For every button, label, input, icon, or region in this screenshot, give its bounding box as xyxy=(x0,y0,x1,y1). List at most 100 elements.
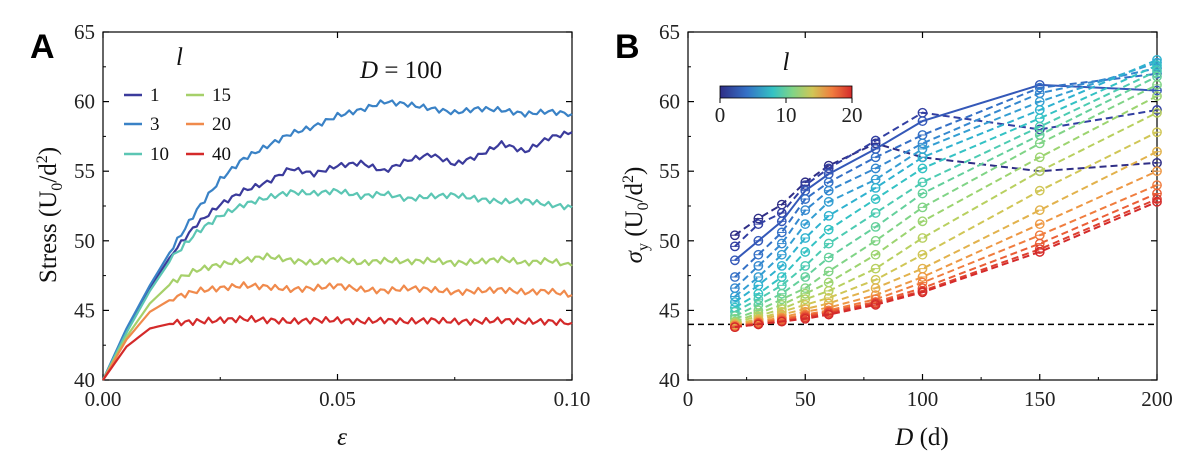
panel-b-x-tick-label: 50 xyxy=(795,387,816,411)
panel-b-marker-l-4 xyxy=(1034,82,1045,93)
panel-b-ylabel-mid: /d xyxy=(621,182,648,202)
panel-b-marker-l-20 xyxy=(1152,196,1162,207)
panel-b-y-tick-label: 65 xyxy=(659,20,680,44)
panel-b-marker-l-10 xyxy=(917,188,928,199)
panel-b-marker-l-5 xyxy=(776,238,787,249)
panel-b-marker-l-10 xyxy=(823,252,834,263)
panel-b-x-tick-label: 150 xyxy=(1024,387,1056,411)
panel-b-series-line-l-18 xyxy=(734,192,1158,329)
panel-b-letter: B xyxy=(615,28,640,66)
panel-a-annotation-value: = 100 xyxy=(378,57,442,84)
panel-b-marker-l-3 xyxy=(917,116,928,126)
panel-a-annotation-var: D xyxy=(359,57,378,84)
panel-b-marker-l-5 xyxy=(800,205,811,216)
panel-b-marker-l-10 xyxy=(776,288,787,299)
panel-b-marker-l-6 xyxy=(823,196,834,207)
panel-b-y-tick-label: 45 xyxy=(659,298,680,322)
panel-b-marker-l-9 xyxy=(823,238,834,249)
panel-b-marker-l-16 xyxy=(1034,219,1045,229)
panel-b-marker-l-1 xyxy=(753,213,764,224)
panel-b-marker-l-10 xyxy=(800,272,811,282)
panel-b-marker-l-12 xyxy=(1034,152,1045,163)
panel-a-ylabel-main: Stress (U xyxy=(35,191,62,283)
panel-b-marker-l-12 xyxy=(1152,91,1162,101)
panel-b-y-tick-label: 50 xyxy=(659,229,680,253)
panel-b-marker-l-20 xyxy=(753,319,764,330)
panel-b-marker-l-19 xyxy=(1152,194,1162,204)
panel-b-marker-l-7 xyxy=(917,152,928,163)
panel-b-marker-l-15 xyxy=(1034,205,1045,216)
panel-b-marker-l-4 xyxy=(776,227,787,238)
panel-b-series-line-l-4 xyxy=(734,72,1158,278)
legend-label-l-20: 20 xyxy=(212,114,231,135)
panel-b-marker-l-12 xyxy=(917,216,928,227)
panel-b-colorbar: l 0 10 20 xyxy=(715,49,863,127)
panel-b-marker-l-11 xyxy=(1152,79,1162,90)
panel-b-series-line-l-1 xyxy=(734,142,1158,237)
panel-b-marker-l-2 xyxy=(730,241,740,252)
legend-label-l-10: 10 xyxy=(150,144,169,165)
panel-b-marker-l-7 xyxy=(1152,54,1162,65)
panel-a-legend-title: l xyxy=(176,44,183,71)
panel-b-marker-l-11 xyxy=(870,235,881,246)
panel-b-xlabel-var: D xyxy=(894,424,913,451)
panel-a-series-line-l-15 xyxy=(102,252,573,381)
panel-b-marker-l-20 xyxy=(917,287,928,298)
panel-b-marker-l-8 xyxy=(870,194,881,204)
panel-b-marker-l-14 xyxy=(917,249,928,260)
panel-b-marker-l-1 xyxy=(870,138,881,149)
colorbar-ticks: 0 10 20 xyxy=(715,98,863,127)
panel-b-marker-l-14 xyxy=(823,292,834,303)
panel-a-letter: A xyxy=(30,28,55,66)
panel-b-series-line-l-9 xyxy=(734,70,1158,313)
panel-b-marker-l-8 xyxy=(917,163,928,174)
panel-b-marker-l-5 xyxy=(823,185,834,196)
panel-a-y-tick-label: 40 xyxy=(74,368,95,392)
panel-b-marker-l-10 xyxy=(870,221,881,232)
panel-b-marker-l-20 xyxy=(730,322,740,333)
panel-a-x-tick-label: 0.00 xyxy=(85,387,122,411)
panel-b-ylabel-rest: (U xyxy=(621,210,648,243)
colorbar-tick-label: 20 xyxy=(842,103,863,127)
panel-b-marker-l-20 xyxy=(1034,247,1045,257)
panel-b-marker-l-15 xyxy=(1152,146,1162,157)
panel-a-plot-frame xyxy=(102,31,573,381)
panel-b-marker-l-4 xyxy=(730,272,740,282)
panel-b-marker-l-20 xyxy=(800,313,811,324)
panel-b-marker-l-7 xyxy=(800,233,811,243)
panel-b-series-line-l-15 xyxy=(734,150,1158,326)
panel-b-ylabel-sub: y xyxy=(635,243,652,251)
panel-b-marker-l-4 xyxy=(870,152,881,163)
panel-b-y-tick-label: 60 xyxy=(659,90,680,114)
panel-b-marker-l-13 xyxy=(1034,166,1045,177)
panel-b-series-line-l-7 xyxy=(734,58,1158,303)
panel-b-series-lines xyxy=(688,54,1162,333)
panel-b-marker-l-13 xyxy=(1152,107,1162,118)
panel-b-series-line-l-14 xyxy=(734,131,1158,326)
panel-b-marker-l-6 xyxy=(800,219,811,229)
panel-a-series-line-l-40 xyxy=(102,315,573,381)
panel-b-marker-l-9 xyxy=(917,177,928,188)
panel-a-ylabel-sup: 2 xyxy=(34,155,51,163)
panel-b-marker-l-7 xyxy=(870,183,881,193)
panel-a-y-tick-label: 50 xyxy=(74,229,95,253)
panel-b-marker-l-8 xyxy=(1152,60,1162,71)
panel-b-marker-l-3 xyxy=(753,235,764,246)
panel-a-y-axis-label: Stress (U0/d2) xyxy=(34,147,66,283)
panel-b-marker-l-8 xyxy=(823,224,834,235)
panel-a-series-line-l-20 xyxy=(102,281,573,381)
panel-b-marker-l-13 xyxy=(870,263,881,274)
panel-b-marker-l-1 xyxy=(730,230,740,241)
panel-b-ylabel-sigma: σ xyxy=(621,249,648,263)
panel-b-marker-l-2 xyxy=(823,163,834,174)
panel-a-ylabel-sub: 0 xyxy=(49,183,66,191)
panel-b-series-line-l-10 xyxy=(734,75,1158,317)
panel-b-x-tick-label: 200 xyxy=(1141,387,1173,411)
panel-b-marker-l-20 xyxy=(870,299,881,310)
panel-b-marker-l-13 xyxy=(917,233,928,243)
panel-b-marker-l-12 xyxy=(870,249,881,260)
panel-b-marker-l-3 xyxy=(730,255,740,266)
panel-b-series-line-l-19 xyxy=(734,198,1158,329)
